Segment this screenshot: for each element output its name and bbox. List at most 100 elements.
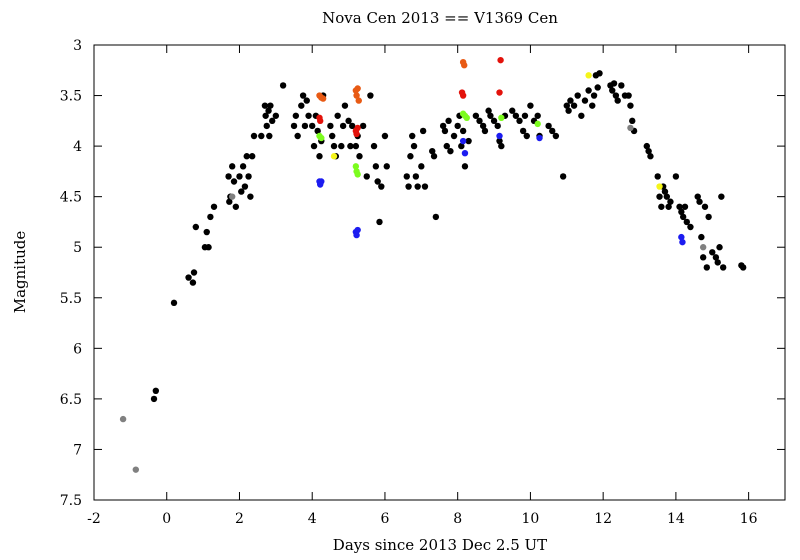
data-point [341, 102, 349, 109]
y-tick-label: 7 [73, 442, 82, 458]
y-axis-label: Magnitude [11, 231, 29, 314]
series-green [316, 110, 541, 178]
data-point [334, 112, 341, 119]
data-point [329, 132, 336, 140]
x-tick-label: 8 [453, 511, 462, 527]
data-point [485, 107, 492, 114]
data-point [318, 134, 325, 142]
data-point [203, 228, 210, 236]
data-point [338, 142, 345, 150]
data-point [718, 193, 725, 200]
data-point [150, 395, 158, 403]
data-point [374, 178, 381, 185]
data-point [461, 62, 468, 69]
data-point [465, 137, 472, 145]
data-point [355, 97, 362, 104]
data-point [419, 127, 427, 135]
x-tick-label: 10 [522, 511, 540, 527]
data-point [521, 112, 529, 119]
data-point [189, 279, 197, 286]
data-point [119, 415, 127, 423]
data-point [512, 112, 520, 119]
data-point [516, 117, 523, 125]
data-point [496, 132, 503, 140]
x-tick-label: 2 [235, 511, 244, 527]
data-point [414, 183, 421, 190]
data-point [299, 92, 307, 99]
data-point [447, 147, 454, 155]
data-point [301, 122, 309, 130]
series-orange-red [316, 58, 468, 104]
data-point [656, 183, 663, 190]
data-point [205, 244, 212, 251]
data-point [509, 107, 516, 114]
data-point [461, 149, 469, 157]
data-point [496, 137, 503, 145]
data-point [170, 299, 178, 307]
data-point [698, 233, 705, 241]
data-point [432, 213, 440, 221]
data-point [190, 269, 198, 276]
y-tick-label: 5 [73, 240, 82, 256]
data-point [627, 102, 634, 109]
data-point [590, 92, 598, 99]
y-tick-label: 4.5 [60, 190, 82, 206]
data-point [352, 163, 360, 170]
data-point [262, 112, 269, 119]
data-point [459, 92, 467, 99]
data-point [719, 264, 727, 271]
data-point [232, 203, 240, 210]
data-point [699, 244, 707, 251]
x-axis-label: Days since 2013 Dec 2.5 UT [333, 536, 547, 554]
data-point [498, 142, 505, 150]
data-point [443, 142, 450, 150]
data-point [463, 114, 470, 122]
data-point [703, 264, 711, 271]
data-point [498, 114, 505, 122]
data-point [625, 92, 632, 99]
data-point [292, 112, 300, 119]
y-tick-label: 5.5 [60, 291, 82, 307]
data-point [676, 203, 683, 210]
data-point [705, 213, 712, 221]
data-point [132, 466, 140, 473]
data-point [454, 122, 461, 130]
data-point [378, 183, 385, 190]
y-tick-label: 3.5 [60, 89, 82, 105]
data-point [407, 153, 414, 160]
data-point [627, 124, 634, 132]
x-tick-label: 14 [667, 511, 685, 527]
data-point [610, 80, 618, 87]
data-point [272, 112, 280, 119]
data-point [263, 122, 270, 130]
data-point [352, 142, 360, 150]
data-point [305, 112, 312, 119]
data-point [681, 203, 689, 210]
data-point [330, 142, 338, 150]
data-point [226, 198, 233, 205]
data-point [519, 127, 527, 135]
data-point [354, 124, 361, 132]
data-point [494, 122, 501, 130]
data-point [247, 193, 254, 200]
data-point [654, 173, 661, 180]
data-point [243, 153, 250, 160]
data-point [445, 117, 452, 125]
data-point [536, 134, 543, 142]
data-points [119, 56, 747, 473]
data-point [696, 198, 703, 205]
x-tick-label: -2 [87, 511, 101, 527]
data-point [618, 82, 625, 89]
data-point [403, 173, 410, 180]
data-point [418, 163, 425, 170]
data-point [609, 87, 616, 94]
data-point [716, 244, 723, 251]
data-point [612, 92, 620, 99]
data-point [185, 274, 192, 281]
series-blue [316, 132, 686, 246]
data-point [349, 122, 356, 130]
data-point [207, 213, 214, 221]
data-point [353, 92, 360, 99]
data-point [238, 188, 245, 195]
